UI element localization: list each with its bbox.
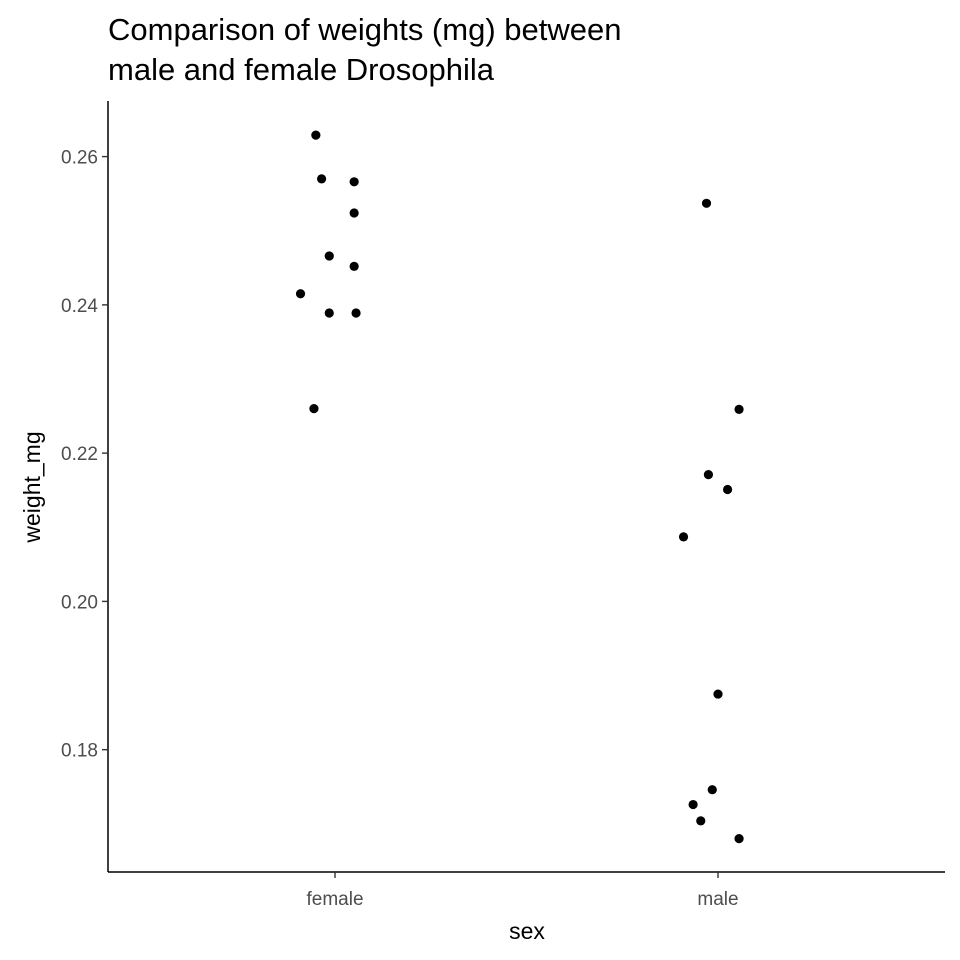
data-point-female bbox=[311, 130, 321, 140]
chart-title-line-1: Comparison of weights (mg) between bbox=[108, 12, 621, 47]
y-tick-label: 0.26 bbox=[61, 148, 98, 169]
y-tick-label: 0.24 bbox=[61, 296, 98, 317]
data-point-male bbox=[722, 484, 733, 495]
data-point-male bbox=[734, 834, 744, 844]
data-point-male bbox=[696, 816, 706, 826]
data-point-female bbox=[316, 174, 327, 184]
data-points bbox=[295, 130, 744, 844]
y-tick-label: 0.22 bbox=[61, 444, 98, 465]
data-point-female bbox=[324, 308, 334, 318]
x-tick-label-male: male bbox=[697, 889, 738, 910]
data-point-male bbox=[707, 785, 717, 795]
data-point-female bbox=[351, 308, 361, 318]
data-point-female bbox=[349, 208, 359, 218]
data-point-male bbox=[678, 532, 689, 542]
y-axis: 0.18 0.20 0.22 0.24 0.26 bbox=[61, 101, 109, 872]
x-axis-title: sex bbox=[509, 918, 545, 944]
data-point-male bbox=[688, 799, 698, 810]
y-axis-title: weight_mg bbox=[19, 431, 45, 543]
data-point-female bbox=[295, 289, 306, 299]
data-point-female bbox=[309, 404, 319, 414]
y-tick-label: 0.18 bbox=[61, 741, 98, 762]
data-point-female bbox=[349, 177, 359, 187]
data-point-male bbox=[701, 198, 712, 208]
x-tick-label-female: female bbox=[306, 889, 363, 910]
data-point-male bbox=[703, 470, 714, 480]
chart-title-line-2: male and female Drosophila bbox=[108, 52, 495, 87]
data-point-female bbox=[324, 251, 334, 261]
y-tick-label: 0.20 bbox=[61, 592, 98, 613]
x-axis: female male bbox=[108, 871, 945, 910]
data-point-male bbox=[713, 689, 723, 699]
data-point-male bbox=[734, 404, 744, 414]
data-point-female bbox=[349, 261, 359, 271]
